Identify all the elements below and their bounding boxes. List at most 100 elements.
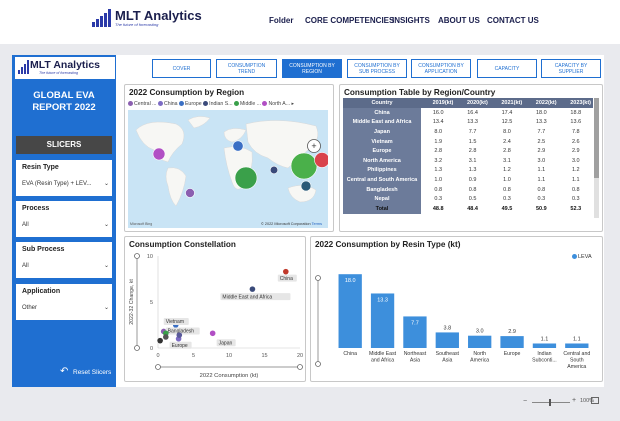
scatter-point[interactable] xyxy=(176,332,183,338)
nav-folder[interactable]: Folder xyxy=(269,16,294,25)
scatter-point[interactable] xyxy=(157,337,163,344)
x-category-label: China xyxy=(343,351,357,357)
legend-item[interactable]: Central ... xyxy=(128,101,157,107)
bubble-vietnam[interactable] xyxy=(300,180,312,192)
nav-insights[interactable]: INSIGHTS xyxy=(392,16,430,25)
brand-logo[interactable]: MLT Analytics The future of forecasting xyxy=(92,9,202,27)
point-label: Bangladesh xyxy=(168,329,195,335)
table-row[interactable]: Nepal 0.3 0.5 0.3 0.3 0.3 xyxy=(343,194,593,204)
zoom-slider[interactable] xyxy=(532,402,570,403)
bar[interactable] xyxy=(370,293,395,348)
zoom-out-button[interactable]: − xyxy=(523,398,528,405)
scatter-point[interactable] xyxy=(209,330,216,337)
bubble-europe[interactable] xyxy=(232,140,244,152)
table-row[interactable]: Vietnam 1.9 1.5 2.4 2.5 2.6 xyxy=(343,136,593,147)
bar[interactable] xyxy=(435,332,459,348)
bar[interactable] xyxy=(338,274,362,348)
bar[interactable] xyxy=(532,343,557,348)
slicer-dropdown[interactable]: Other xyxy=(22,305,38,311)
slicer-dropdown[interactable]: All xyxy=(22,222,29,228)
tab-consumption-by-region[interactable]: CONSUMPTION BY REGION xyxy=(282,59,342,78)
table-row[interactable]: Philippines 1.3 1.3 1.2 1.1 1.2 xyxy=(343,165,593,176)
scatter-point[interactable] xyxy=(163,334,169,340)
col-header[interactable]: 2022(kt) xyxy=(524,98,559,108)
nav-contact-us[interactable]: CONTACT US xyxy=(487,16,539,25)
value-cell: 8.0 xyxy=(434,128,443,135)
table-row[interactable]: Central and South America 1.0 0.9 1.0 1.1 1.1 xyxy=(343,175,593,185)
legend-item[interactable]: North A... xyxy=(262,101,290,107)
slicer-dropdown[interactable]: EVA (Resin Type) + LEV... xyxy=(22,181,92,187)
status-bar: − + 100% xyxy=(12,396,604,410)
bubble-middle-east-africa[interactable] xyxy=(234,166,258,190)
slicer-label: Application xyxy=(22,288,61,295)
chevron-down-icon[interactable]: ⌄ xyxy=(103,181,109,187)
chevron-down-icon[interactable]: ⌄ xyxy=(103,263,109,269)
col-header[interactable]: 2019(kt) xyxy=(421,98,456,108)
tab-consumption-by-sub-process[interactable]: CONSUMPTION BY SUB PROCESS xyxy=(347,59,407,78)
legend-dot-icon xyxy=(203,101,209,107)
bar[interactable] xyxy=(500,336,524,348)
bubble-north-america[interactable] xyxy=(152,147,166,161)
reset-slicers-label: Reset Slicers xyxy=(73,369,112,376)
value-cell: 0.5 xyxy=(468,196,477,203)
table-row[interactable]: North America 3.2 3.1 3.1 3.0 3.0 xyxy=(343,155,593,166)
slicer-sub-process[interactable]: Sub Process All ⌄ xyxy=(16,242,112,278)
country-cell: Japan xyxy=(343,127,421,137)
point-label-box xyxy=(216,339,236,347)
bubble-japan[interactable] xyxy=(314,152,330,168)
scatter-point[interactable] xyxy=(283,268,289,275)
bar-value-label: 3.0 xyxy=(476,329,484,335)
tab-capacity[interactable]: CAPACITY xyxy=(477,59,537,78)
legend-next-arrow-icon[interactable]: ▸ xyxy=(291,101,295,107)
map-terms-link[interactable]: Terms xyxy=(311,222,322,226)
country-cell: Middle East and Africa xyxy=(343,117,421,128)
legend-item[interactable]: Middle ... xyxy=(233,101,261,107)
world-map[interactable]: + Microsoft Bing © 2022 Microsoft Corpor… xyxy=(128,110,330,228)
legend-item[interactable]: Indian S... xyxy=(203,101,233,107)
tab-capacity-by-supplier[interactable]: CAPACITY BY SUPPLIER xyxy=(541,59,601,78)
slicer-resin-type[interactable]: Resin Type EVA (Resin Type) + LEV... ⌄ xyxy=(16,160,112,196)
col-header[interactable]: 2021(kt) xyxy=(489,98,525,108)
bar-value-label: 2.9 xyxy=(508,329,516,335)
bar[interactable] xyxy=(565,343,589,348)
y-range-handle-top xyxy=(315,275,321,281)
col-header[interactable]: 2020(kt) xyxy=(455,98,490,108)
table-row[interactable]: Middle East and Africa 13.4 13.3 12.5 13.3 13… xyxy=(343,117,593,128)
reset-slicers-button[interactable]: ↶ Reset Slicers xyxy=(16,366,112,380)
bubble-indian-subcontinent[interactable] xyxy=(269,165,279,175)
tab-cover[interactable]: COVER xyxy=(152,59,211,78)
y-axis-title: 2022-32 Change, kt xyxy=(129,279,135,325)
bubble-central-south-america[interactable] xyxy=(185,188,195,198)
nav-core-competencies[interactable]: CORE COMPETENCIES xyxy=(305,16,395,25)
table-row[interactable]: Europe 2.8 2.8 2.8 2.9 2.9 xyxy=(343,146,593,156)
chevron-down-icon[interactable]: ⌄ xyxy=(103,305,109,311)
fit-to-page-icon[interactable] xyxy=(591,397,599,404)
top-header: MLT Analytics The future of forecasting … xyxy=(0,0,620,44)
col-header[interactable]: Country xyxy=(343,98,421,108)
bar[interactable] xyxy=(403,316,427,348)
legend-item[interactable]: China xyxy=(157,101,178,107)
slicer-application[interactable]: Application Other ⌄ xyxy=(16,284,112,320)
zoom-in-button[interactable] xyxy=(307,139,321,153)
table-row[interactable]: Japan 8.0 7.7 8.0 7.7 7.8 xyxy=(343,127,593,137)
country-cell: Philippines xyxy=(343,165,421,176)
scatter-point[interactable] xyxy=(249,286,256,292)
table-scrollbar-thumb[interactable] xyxy=(594,98,599,178)
table-row[interactable]: China 16.0 16.4 17.4 18.0 18.8 xyxy=(343,108,593,118)
bar[interactable] xyxy=(468,335,492,348)
bubble-china[interactable] xyxy=(290,152,318,180)
nav-about-us[interactable]: ABOUT US xyxy=(438,16,480,25)
table-row[interactable]: Bangladesh 0.8 0.8 0.8 0.8 0.8 xyxy=(343,184,593,195)
tab-consumption-by-application[interactable]: CONSUMPTION BY APPLICATION xyxy=(411,59,471,78)
table-scrollbar[interactable] xyxy=(594,98,599,218)
zoom-slider-thumb[interactable] xyxy=(549,399,551,406)
col-header[interactable]: 2023(kt) xyxy=(558,98,593,108)
tab-consumption-trend[interactable]: CONSUMPTION TREND xyxy=(216,59,277,78)
bar-legend[interactable]: LEVA xyxy=(572,254,592,260)
zoom-in-button[interactable]: + xyxy=(572,397,577,404)
chevron-down-icon[interactable]: ⌄ xyxy=(103,222,109,228)
slicer-process[interactable]: Process All ⌄ xyxy=(16,201,112,237)
value-cell: 0.9 xyxy=(468,176,477,183)
legend-item[interactable]: Europe xyxy=(178,101,202,107)
slicer-dropdown[interactable]: All xyxy=(22,263,29,269)
